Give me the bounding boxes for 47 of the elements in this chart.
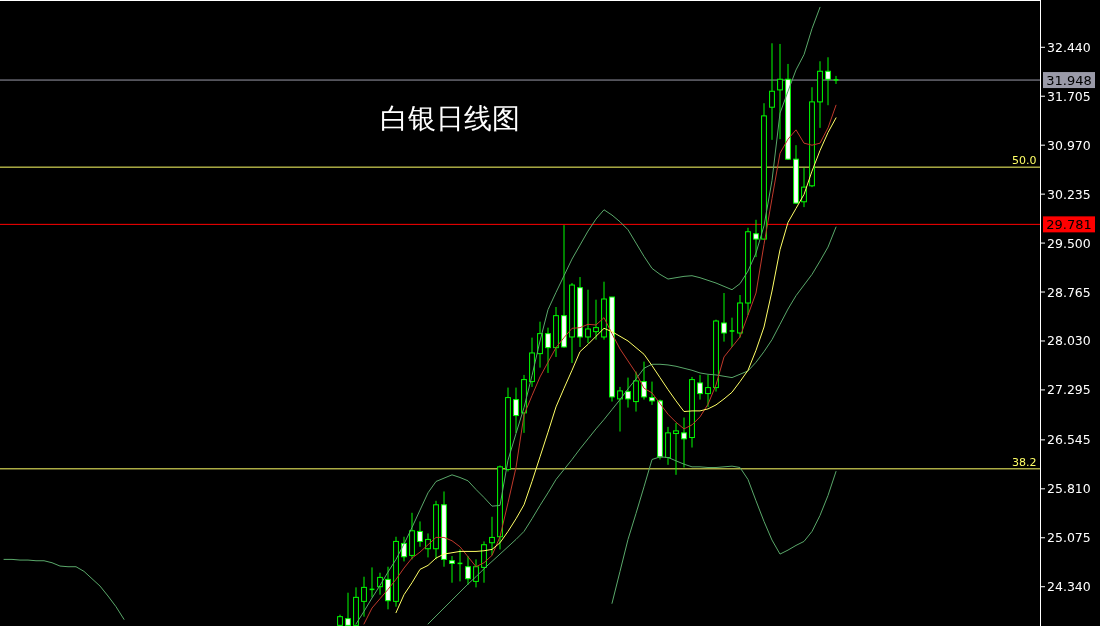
candlestick <box>681 417 687 468</box>
text: 白银日线图 <box>380 102 520 135</box>
candlestick <box>545 327 551 374</box>
candlestick <box>697 374 703 401</box>
candlestick <box>705 374 711 408</box>
candlestick <box>417 520 423 548</box>
candlestick <box>649 381 655 406</box>
candlestick <box>401 536 407 562</box>
y-tick-label: 31.705 <box>1047 88 1091 104</box>
candlestick <box>465 555 471 586</box>
y-tick-label: 25.075 <box>1047 530 1091 546</box>
annotation: 38.2 <box>1012 455 1037 469</box>
ref-line-label: 29.781 <box>1046 217 1092 233</box>
y-tick-label: 30.235 <box>1047 186 1091 202</box>
candlestick <box>625 377 631 409</box>
candlestick <box>753 219 759 258</box>
candlestick <box>721 292 727 343</box>
y-tick-label: 28.765 <box>1047 284 1091 300</box>
annotation: 50.0 <box>1012 154 1037 168</box>
candlestick <box>585 289 591 344</box>
y-tick-label: 30.970 <box>1047 137 1091 153</box>
ref-line-label: 31.948 <box>1046 73 1092 89</box>
candlestick <box>673 422 679 476</box>
y-tick-label: 32.440 <box>1047 39 1091 55</box>
candlestick <box>832 75 840 85</box>
candlestick <box>385 566 391 610</box>
candlestick <box>361 576 367 618</box>
candlestick <box>641 361 647 401</box>
candlestick <box>633 371 639 413</box>
candlestick <box>777 43 783 140</box>
line-series <box>611 456 837 604</box>
candlestick <box>489 516 495 556</box>
y-tick-label: 28.030 <box>1047 333 1091 349</box>
candlestick <box>617 386 623 433</box>
candlestick <box>728 317 736 348</box>
y-tick-label: 27.295 <box>1047 382 1091 398</box>
y-tick-label: 25.810 <box>1047 481 1091 497</box>
candlestick <box>593 299 599 341</box>
line-series <box>427 226 837 625</box>
candlestick <box>825 56 831 106</box>
candlestick <box>769 42 775 141</box>
candlestick <box>513 387 519 434</box>
candlestick <box>345 592 351 626</box>
y-tick-label: 26.545 <box>1047 432 1091 448</box>
candlestick <box>449 555 455 584</box>
y-tick-label: 29.500 <box>1047 235 1091 251</box>
y-tick-label: 24.340 <box>1047 579 1091 595</box>
